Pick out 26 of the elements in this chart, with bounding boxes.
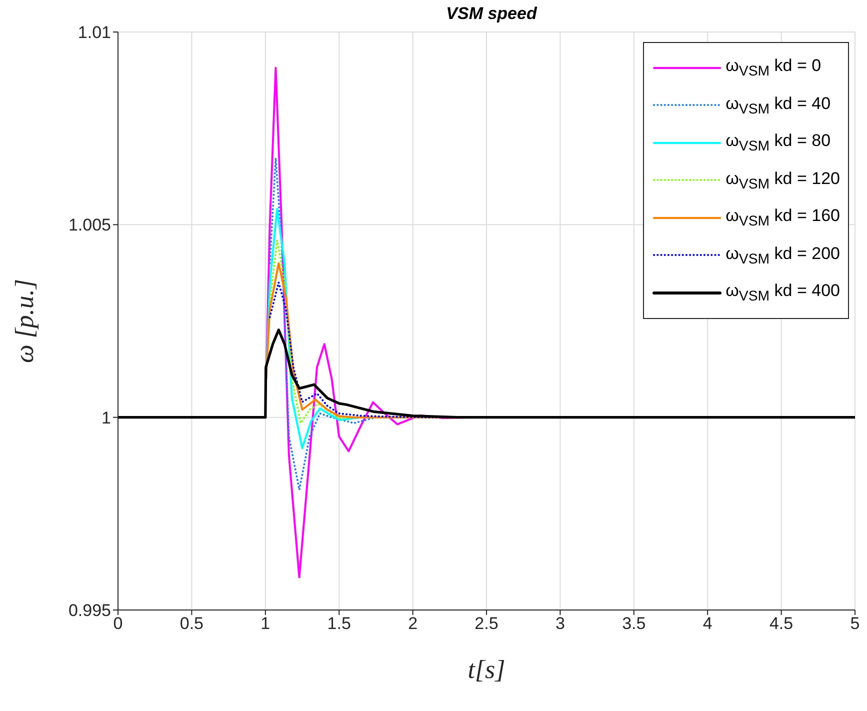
x-tick-label: 4 [702,614,712,634]
x-tick-label: 4.5 [769,614,794,634]
x-tick-label: 1.5 [327,614,351,634]
line-series [118,328,855,419]
x-tick-label: 0 [113,614,123,634]
x-tick-label: 2 [408,614,418,634]
y-tick-label: 1.01 [78,23,111,42]
x-tick-label: 0.5 [180,614,204,634]
x-tick-label: 5 [850,614,860,634]
x-axis-title: t[s] [468,655,506,684]
x-tick-label: 1 [260,614,270,634]
y-tick-label: 1.005 [68,216,111,235]
legend-label: ω$_{VSM}$ kd = 0 [726,56,822,80]
legend-label: ω$_{VSM}$ kd = 120 [726,168,840,192]
legend-label: ω$_{VSM}$ kd = 200 [726,244,840,267]
y-tick-label: 0.995 [68,601,111,620]
x-tick-label: 3.5 [622,614,646,634]
chart-title: VSM speed [445,4,538,24]
y-axis-title: ω [p.u.] [10,278,40,364]
legend-label: ω$_{VSM}$ kd = 400 [726,281,840,304]
x-tick-label: 3 [555,614,565,634]
legend-label: ω$_{VSM}$ kd = 160 [726,206,840,230]
y-tick-label: 1 [102,408,111,428]
legend-label: ω$_{VSM}$ kd = 80 [726,131,831,154]
x-tick-label: 2.5 [474,614,498,634]
legend-label: ω$_{VSM}$ kd = 40 [726,94,831,117]
